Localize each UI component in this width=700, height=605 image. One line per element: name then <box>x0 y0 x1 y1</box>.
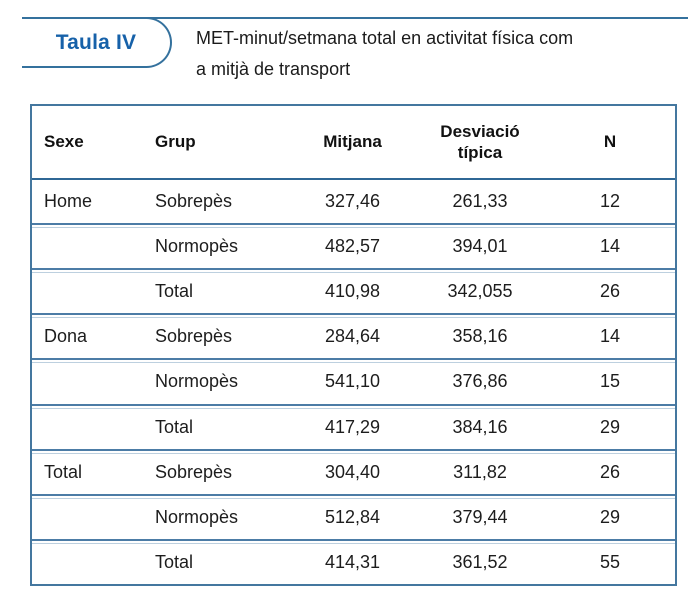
cell-grup: Total <box>155 416 194 437</box>
cell-mitjana: 482,57 <box>324 236 381 257</box>
column-header-mitjana: Mitjana <box>323 132 382 151</box>
table-row: Normopès 541,10 376,86 15 <box>32 358 675 403</box>
table-title-line2: a mitjà de transport <box>196 59 351 79</box>
table-caption: Taula IV MET-minut/setmana total en acti… <box>0 0 700 87</box>
cell-desviacio: 384,16 <box>452 416 508 437</box>
cell-desviacio: 342,055 <box>447 281 513 302</box>
cell-mitjana: 410,98 <box>324 281 381 302</box>
cell-n: 15 <box>599 371 621 392</box>
table-row: Home Sobrepès 327,46 261,33 12 <box>32 180 675 223</box>
table-row: Total 410,98 342,055 26 <box>32 268 675 313</box>
table-header-row: Sexe Grup Mitjana Desviació típica N <box>32 106 675 180</box>
table-tag-bubble: Taula IV <box>22 17 172 68</box>
cell-n: 14 <box>599 326 621 347</box>
column-header-sexe: Sexe <box>44 132 84 151</box>
cell-n: 55 <box>599 551 621 572</box>
table-row: Total Sobrepès 304,40 311,82 26 <box>32 448 675 494</box>
table-body: Home Sobrepès 327,46 261,33 12 Normopès … <box>32 180 675 584</box>
cell-n: 29 <box>599 416 621 437</box>
cell-mitjana: 512,84 <box>324 506 381 527</box>
cell-mitjana: 414,31 <box>324 551 381 572</box>
cell-grup: Total <box>155 551 194 572</box>
cell-grup: Sobrepès <box>155 191 233 212</box>
table-row: Total 417,29 384,16 29 <box>32 403 675 449</box>
cell-mitjana: 541,10 <box>324 371 381 392</box>
cell-desviacio: 361,52 <box>452 551 508 572</box>
cell-sexe: Home <box>44 191 93 212</box>
table-row: Normopès 482,57 394,01 14 <box>32 223 675 268</box>
cell-grup: Total <box>155 281 194 302</box>
cell-desviacio: 311,82 <box>453 461 507 482</box>
cell-n: 26 <box>599 461 621 482</box>
table-tag-label: Taula IV <box>55 30 137 54</box>
cell-desviacio: 261,33 <box>452 191 508 212</box>
cell-mitjana: 284,64 <box>324 326 381 347</box>
cell-desviacio: 376,86 <box>452 371 508 392</box>
cell-n: 12 <box>599 191 621 212</box>
cell-sexe: Dona <box>44 326 88 347</box>
cell-sexe: Total <box>44 461 83 482</box>
cell-n: 14 <box>599 236 621 257</box>
data-table: Sexe Grup Mitjana Desviació típica N Hom… <box>30 104 677 586</box>
caption-top-rule <box>22 17 688 19</box>
cell-mitjana: 417,29 <box>324 416 381 437</box>
cell-grup: Normopès <box>155 236 239 257</box>
cell-desviacio: 379,44 <box>452 506 508 527</box>
cell-grup: Normopès <box>155 506 239 527</box>
table-row: Dona Sobrepès 284,64 358,16 14 <box>32 313 675 358</box>
table-title-line1: MET-minut/setmana total en activitat fís… <box>196 28 574 48</box>
cell-n: 26 <box>599 281 621 302</box>
cell-mitjana: 304,40 <box>324 461 381 482</box>
table-row: Normopès 512,84 379,44 29 <box>32 493 675 539</box>
table-title: MET-minut/setmana total en activitat fís… <box>196 23 692 85</box>
column-header-desviacio: Desviació típica <box>440 122 520 162</box>
table-row: Total 414,31 361,52 55 <box>32 538 675 584</box>
cell-grup: Sobrepès <box>155 326 233 347</box>
cell-desviacio: 358,16 <box>452 326 508 347</box>
cell-grup: Normopès <box>155 371 239 392</box>
cell-desviacio: 394,01 <box>452 236 508 257</box>
cell-grup: Sobrepès <box>155 461 233 482</box>
column-header-n: N <box>603 132 617 151</box>
cell-n: 29 <box>599 506 621 527</box>
column-header-grup: Grup <box>155 132 196 151</box>
cell-mitjana: 327,46 <box>324 191 381 212</box>
